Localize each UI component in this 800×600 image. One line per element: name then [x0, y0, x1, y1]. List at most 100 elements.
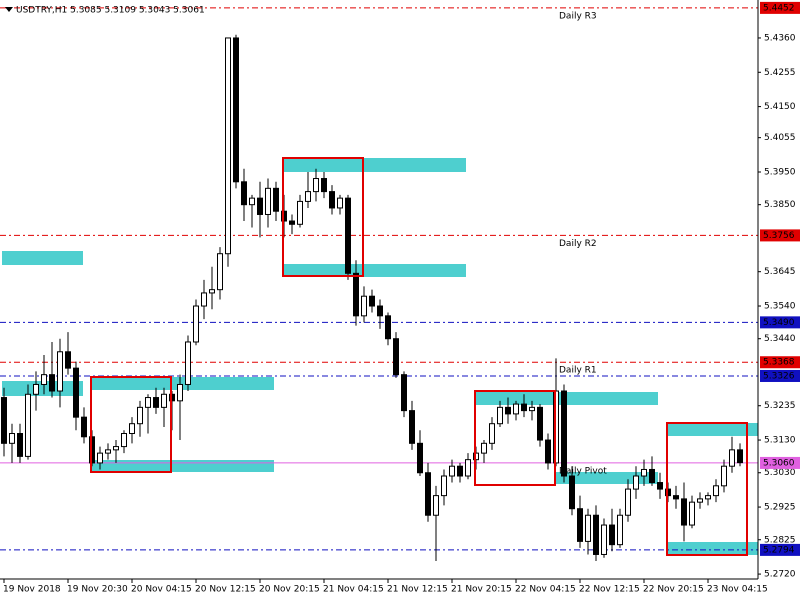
- x-tick-label: 22 Nov 04:15: [515, 585, 576, 595]
- candle-body: [217, 253, 223, 291]
- candle-body: [609, 524, 615, 546]
- candle-body: [377, 305, 383, 317]
- candle-body: [529, 406, 535, 412]
- candle-body: [657, 482, 663, 490]
- y-tick-label: 5.3850: [764, 200, 796, 210]
- x-tick-label: 19 Nov 2018: [3, 585, 61, 595]
- x-tick-label: 20 Nov 12:15: [195, 585, 256, 595]
- candle-body: [369, 295, 375, 307]
- candle-body: [225, 37, 231, 255]
- y-tick-label: 5.4360: [764, 33, 796, 43]
- level-name: Daily R2: [559, 239, 597, 249]
- candle-body: [353, 272, 359, 317]
- box: [474, 390, 556, 486]
- candle-body: [41, 374, 47, 385]
- box: [282, 157, 364, 277]
- y-tick-label: 5.3440: [764, 334, 796, 344]
- candle-body: [465, 459, 471, 477]
- candle-body: [153, 397, 159, 408]
- y-tick-label: 5.3645: [764, 267, 796, 277]
- x-tick-label: 23 Nov 04:15: [707, 585, 768, 595]
- candle-body: [417, 442, 423, 474]
- symbol-icon: [5, 7, 13, 12]
- candle-body: [705, 495, 711, 500]
- candle-body: [593, 514, 599, 555]
- candle-body: [577, 508, 583, 542]
- levels: Daily R3 Daily R2 Daily R1 Daily Pivot: [0, 7, 758, 551]
- candle-body: [513, 403, 519, 415]
- candle-body: [201, 292, 207, 307]
- candle-body: [441, 475, 447, 497]
- price-label: 5.3368: [763, 358, 795, 368]
- candle-body: [521, 403, 527, 412]
- x-tick-label: 21 Nov 20:15: [451, 585, 512, 595]
- candle-body: [537, 406, 543, 441]
- boxes: [90, 157, 748, 556]
- zone: [2, 251, 83, 265]
- candle-body: [625, 488, 631, 516]
- candle-body: [297, 200, 303, 225]
- zone: [667, 542, 758, 555]
- candle-body: [633, 475, 639, 490]
- price-label-bg: [760, 456, 800, 469]
- candle-body: [193, 305, 199, 343]
- candle-body: [481, 442, 487, 454]
- candle-body: [257, 197, 263, 215]
- candle-body: [321, 178, 327, 193]
- level-name: Daily R3: [559, 11, 597, 21]
- price-label-bg: [760, 229, 800, 242]
- candle-body: [185, 341, 191, 385]
- y-tick-label: 5.4255: [764, 68, 796, 78]
- level-name: Daily Pivot: [559, 466, 607, 476]
- candle-body: [81, 416, 87, 438]
- x-tick-label: 20 Nov 20:15: [259, 585, 320, 595]
- x-tick-label: 20 Nov 04:15: [131, 585, 192, 595]
- candle-body: [673, 495, 679, 500]
- x-tick-label: 19 Nov 20:30: [67, 585, 128, 595]
- candle-body: [505, 406, 511, 415]
- y-tick-label: 5.2825: [764, 535, 796, 545]
- candle-body: [641, 468, 647, 477]
- candle-body: [249, 197, 255, 206]
- candle-body: [25, 393, 31, 457]
- y-tick-label: 5.3235: [764, 401, 796, 411]
- candle-body: [97, 452, 103, 464]
- candle-body: [161, 393, 167, 408]
- candle-body: [177, 383, 183, 402]
- candle-body: [689, 501, 695, 526]
- y-tick-label: 5.3950: [764, 167, 796, 177]
- x-tick-label: 22 Nov 12:15: [579, 585, 640, 595]
- candle-body: [433, 495, 439, 516]
- candle-body: [489, 423, 495, 444]
- y-tick-label: 5.4150: [764, 102, 796, 112]
- candle-body: [409, 410, 415, 444]
- candle-body: [721, 465, 727, 487]
- zone: [283, 158, 466, 172]
- candle-body: [265, 187, 271, 215]
- x-tick-label: 21 Nov 04:15: [323, 585, 384, 595]
- candle-body: [361, 295, 367, 317]
- candle-body: [233, 37, 239, 183]
- candle-body: [1, 397, 7, 444]
- candle-body: [129, 423, 135, 435]
- zone: [91, 460, 274, 472]
- candle-body: [697, 498, 703, 503]
- candle-body: [305, 191, 311, 202]
- candle-body: [145, 397, 151, 408]
- candle-body: [497, 406, 503, 425]
- candle-body: [457, 465, 463, 477]
- candle-body: [729, 449, 735, 467]
- y-tick-label: 5.3540: [764, 302, 796, 312]
- candle-body: [49, 374, 55, 392]
- candle-body: [617, 514, 623, 546]
- candle-body: [137, 406, 143, 425]
- candle-body: [289, 220, 295, 225]
- candle-body: [65, 351, 71, 369]
- price-label-bg: [760, 369, 800, 382]
- y-tick-label: 5.4055: [764, 133, 796, 143]
- candle-body: [401, 374, 407, 412]
- zone: [283, 264, 466, 277]
